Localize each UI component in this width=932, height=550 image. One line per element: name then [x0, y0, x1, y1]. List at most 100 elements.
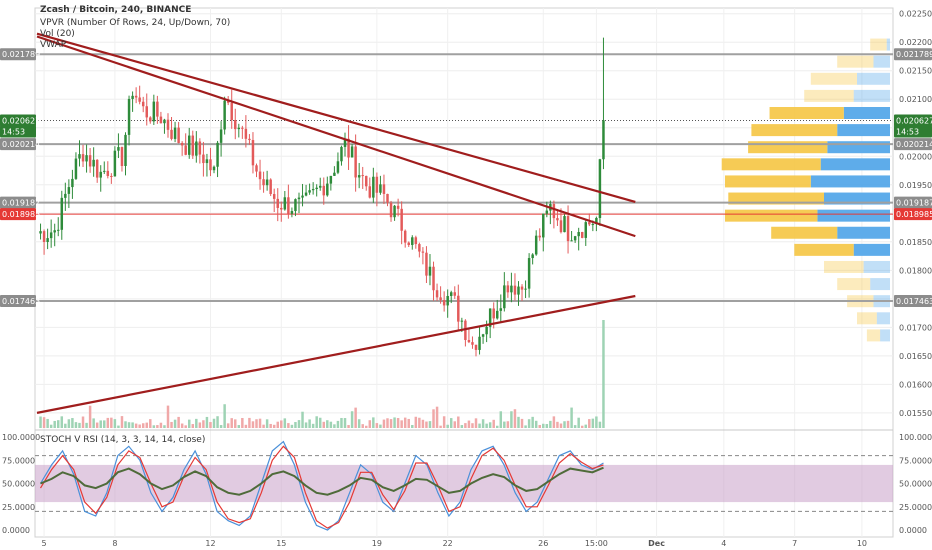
- volume-bar: [166, 405, 170, 428]
- candle-body: [177, 127, 180, 143]
- volume-bar: [400, 420, 403, 428]
- vp-row-down: [870, 38, 887, 51]
- volume-bar: [81, 416, 85, 428]
- volume-bar: [308, 419, 311, 428]
- candle-body: [460, 320, 464, 322]
- candle-body: [290, 211, 294, 214]
- candle-body: [372, 176, 375, 198]
- candle-body: [237, 127, 241, 130]
- candle-body: [520, 286, 524, 290]
- price-label-left-bg: [0, 208, 36, 221]
- price-label-left-bg: [0, 48, 36, 61]
- candle-body: [322, 185, 326, 196]
- candle-body: [527, 258, 531, 289]
- volume-bar: [414, 416, 418, 428]
- volume-bar: [343, 418, 347, 428]
- candle-body: [517, 286, 520, 295]
- vp-row-up: [827, 141, 890, 154]
- candle-body: [506, 285, 510, 293]
- vwap-legend: VWAP: [40, 40, 67, 50]
- candle-body: [117, 147, 120, 151]
- price-label-right: 0.017463: [896, 297, 932, 306]
- candle-body: [262, 179, 265, 186]
- candle-body: [88, 155, 92, 167]
- vp-row-up: [824, 192, 890, 205]
- candle-body: [149, 117, 152, 122]
- volume-bar: [99, 420, 102, 428]
- volume-bar: [265, 419, 269, 428]
- price-label-right-bg: [894, 208, 932, 221]
- volume-bar: [184, 425, 187, 428]
- volume-bar: [173, 419, 177, 428]
- stoch-tick-label: 0.0000: [899, 526, 927, 535]
- vp-row-down: [804, 89, 854, 102]
- volume-bar: [471, 423, 474, 428]
- volume-bar: [318, 417, 322, 428]
- candle-body: [265, 179, 269, 186]
- volume-bar: [219, 425, 223, 428]
- volume-bar: [552, 416, 556, 428]
- candle-body: [403, 230, 407, 243]
- candle-body: [209, 159, 212, 171]
- candle-body: [393, 205, 396, 218]
- candle-body: [283, 197, 287, 210]
- volume-bar: [180, 423, 184, 428]
- vp-row-up: [873, 55, 890, 68]
- vp-row-up: [817, 209, 890, 222]
- time-tick-label: 5: [42, 539, 47, 548]
- volume-bar: [524, 425, 527, 428]
- candle-body: [375, 176, 379, 193]
- candle-body: [85, 155, 88, 162]
- vp-row-up: [837, 226, 890, 239]
- vp-row-up: [843, 107, 890, 119]
- candle-body: [566, 216, 570, 242]
- volume-bar: [283, 418, 287, 428]
- candle-body: [471, 342, 474, 345]
- stoch-tick-label: 25.0000: [899, 503, 932, 512]
- volume-bar: [556, 421, 559, 428]
- vp-row-down: [725, 175, 811, 188]
- candle-body: [304, 192, 308, 196]
- volume-bar: [53, 420, 56, 428]
- volume-bar: [198, 422, 202, 428]
- volume-bar: [269, 423, 272, 428]
- candle-body: [255, 165, 258, 172]
- volume-bar: [124, 421, 127, 428]
- volume-bar: [138, 424, 141, 428]
- volume-bar: [368, 420, 372, 428]
- time-tick-label: Dec: [648, 539, 665, 548]
- price-label-left: 0.017463: [2, 297, 40, 306]
- volume-bar: [386, 418, 389, 428]
- volume-bar: [39, 416, 42, 428]
- vp-row-up: [837, 124, 890, 137]
- candle-body: [573, 236, 577, 241]
- candle-body: [78, 154, 81, 159]
- plot-area: [34, 7, 894, 538]
- price-label-right-bg: [894, 196, 932, 209]
- volume-profile: [721, 38, 890, 342]
- volume-bar: [74, 422, 78, 428]
- price-label-right-bg: [894, 138, 932, 151]
- candle-body: [272, 194, 276, 199]
- price-label-left: 0.020627: [2, 117, 40, 126]
- vp-row-down: [728, 192, 824, 205]
- stoch-series-d: [39, 445, 604, 529]
- volume-bar: [120, 416, 124, 428]
- volume-bar: [478, 423, 481, 428]
- price-tick-label: 0.015500: [899, 409, 932, 418]
- volume-bar: [496, 425, 499, 428]
- volume-bar: [170, 421, 173, 428]
- candle-body: [156, 101, 159, 117]
- volume-bar: [492, 419, 495, 428]
- volume-bar: [88, 405, 92, 428]
- candle-body: [92, 159, 95, 167]
- volume-bar: [202, 420, 205, 428]
- volume-bar: [248, 417, 251, 428]
- candle-body: [124, 134, 127, 167]
- time-tick-label: 7: [792, 539, 797, 548]
- volume-bar: [372, 417, 375, 428]
